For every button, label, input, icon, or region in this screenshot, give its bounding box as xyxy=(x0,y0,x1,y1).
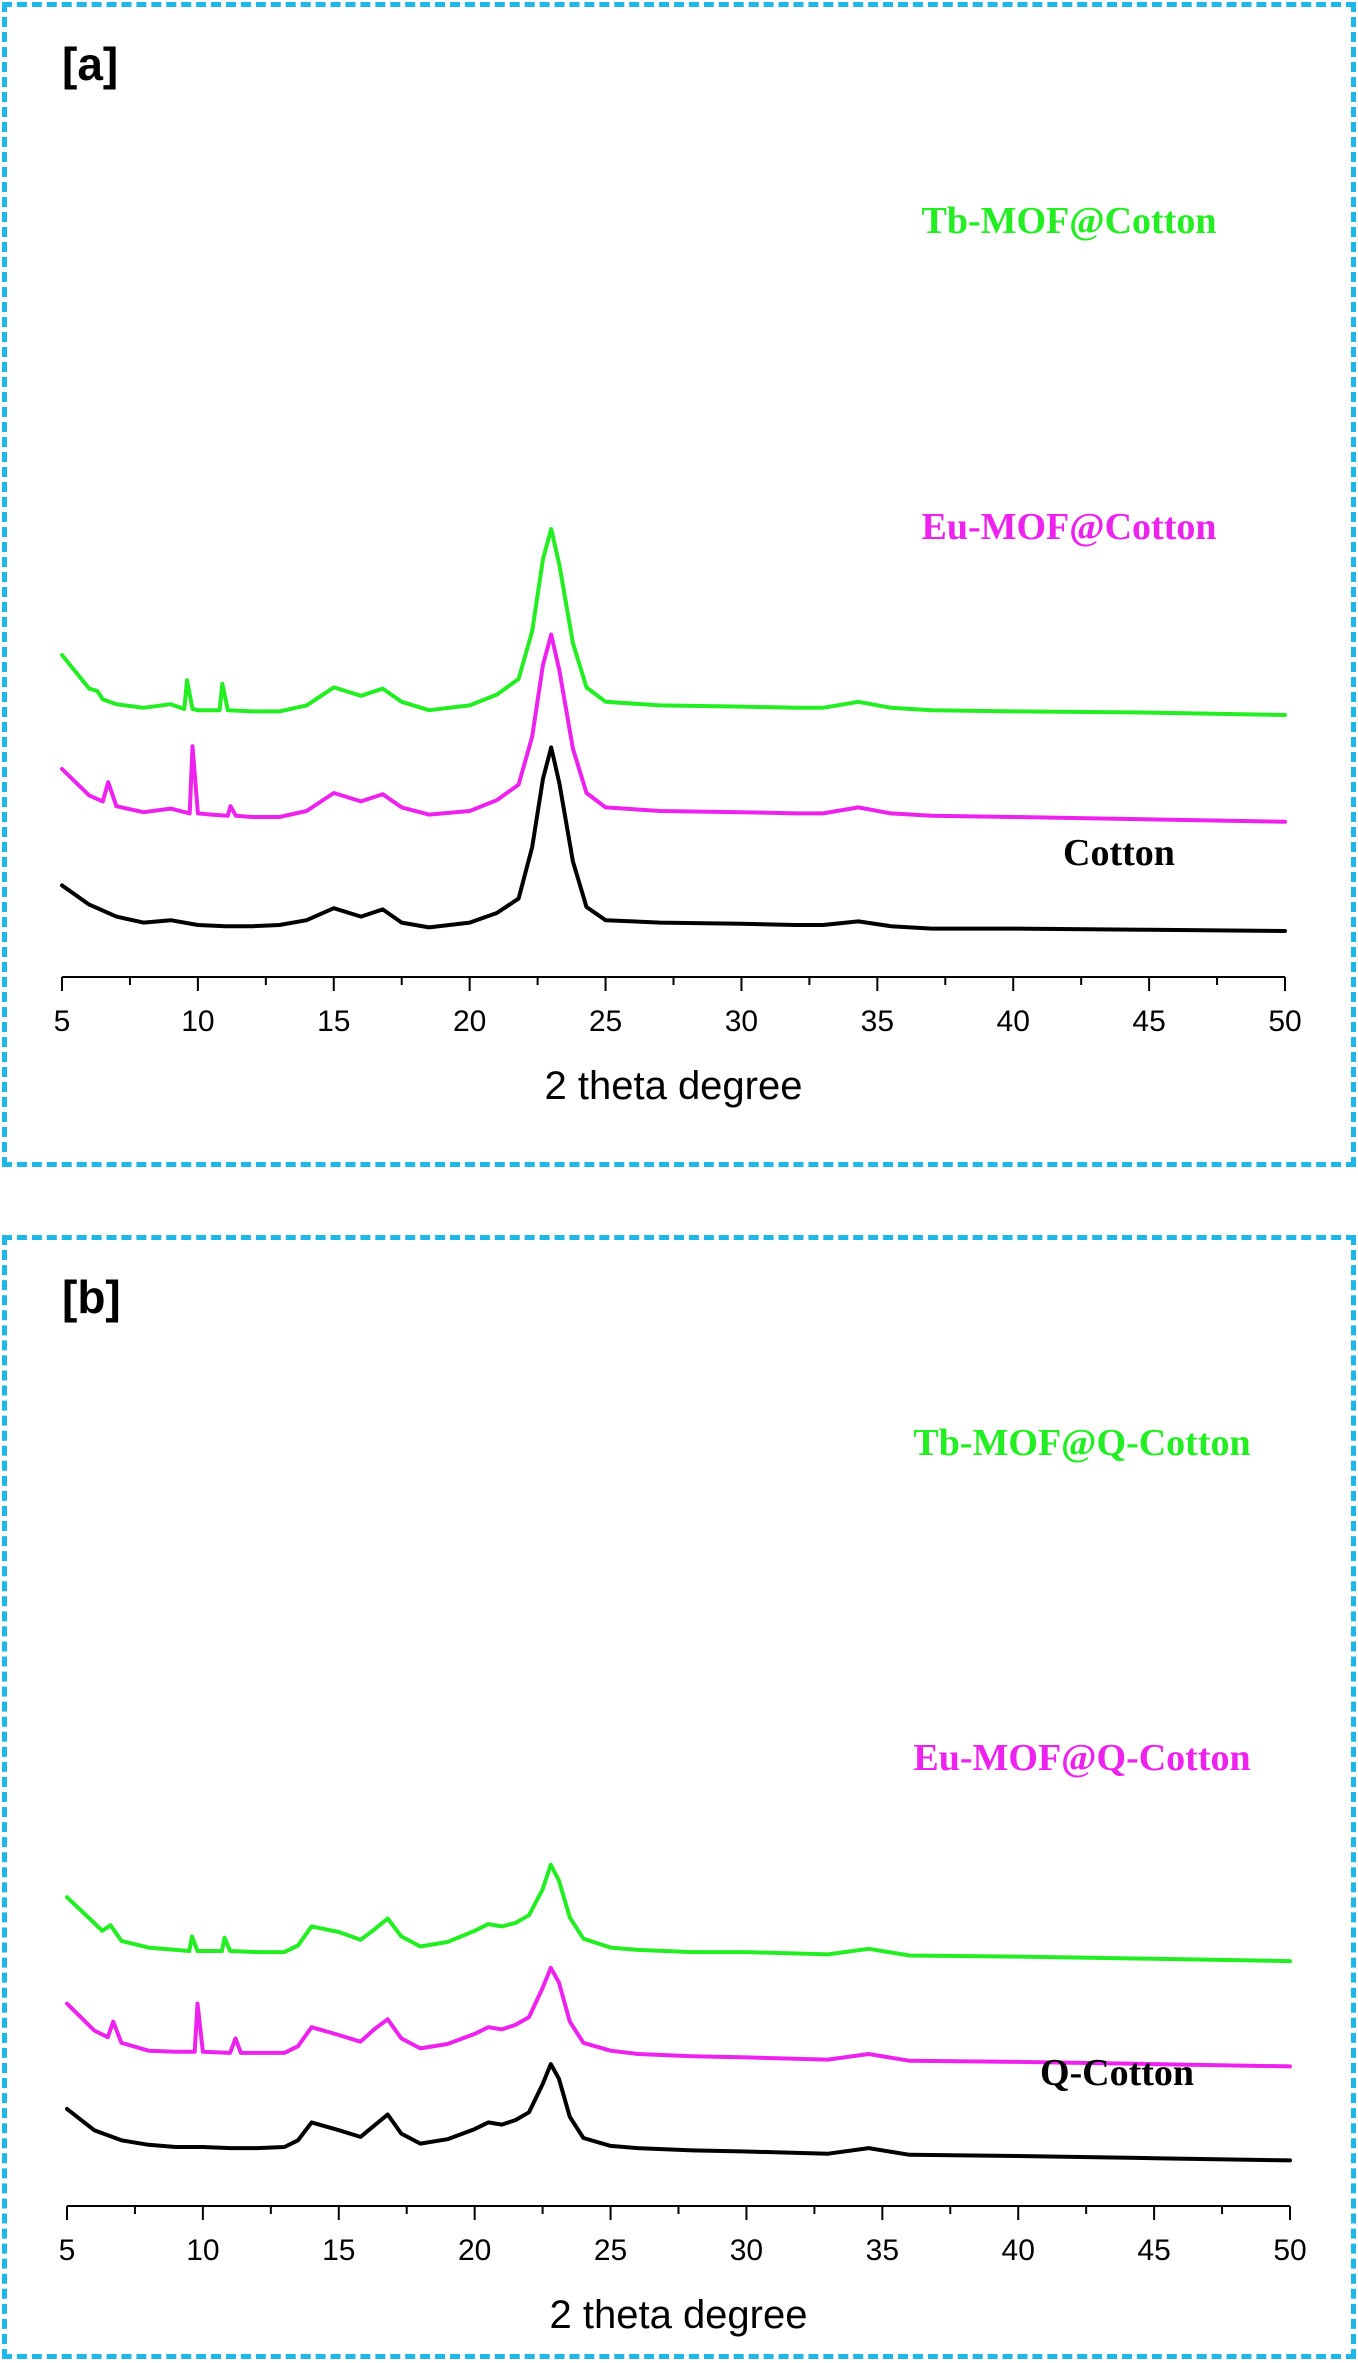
x-tick-label: 5 xyxy=(59,2234,76,2267)
x-tick-label: 50 xyxy=(1268,1005,1301,1038)
x-tick-label: 5 xyxy=(54,1005,71,1038)
x-tick-label: 35 xyxy=(866,2234,899,2267)
x-tick-label: 20 xyxy=(453,1005,486,1038)
panel-b-label: [b] xyxy=(62,1271,121,1323)
x-tick-label: 45 xyxy=(1137,2234,1170,2267)
panel-a-label: [a] xyxy=(62,38,119,90)
panel-b: [b] 5 10 15 20 25 30 35 40 45 50 2 theta degree Tb-… xyxy=(2,1235,1356,2359)
x-tick-label: 15 xyxy=(322,2234,355,2267)
series-label-tb-mof-cotton: Tb-MOF@Cotton xyxy=(921,200,1216,242)
series-line-tb-mof-cotton xyxy=(60,527,1287,717)
x-tick-label: 35 xyxy=(861,1005,894,1038)
x-axis-title: 2 theta degree xyxy=(545,1064,803,1108)
x-tick-label: 15 xyxy=(317,1005,350,1038)
x-tick-label: 30 xyxy=(725,1005,758,1038)
xrd-chart-a: 5 10 15 20 25 30 35 40 45 50 2 theta degree Tb-MOF@… xyxy=(54,200,1302,1108)
series-line-eu-mof-cotton xyxy=(60,632,1287,824)
x-tick-label: 50 xyxy=(1273,2234,1306,2267)
series-line-cotton xyxy=(60,745,1287,933)
x-tick-label: 25 xyxy=(589,1005,622,1038)
x-tick-label: 40 xyxy=(997,1005,1030,1038)
xrd-chart-b: 5 10 15 20 25 30 35 40 45 50 2 theta degree Tb-MOF@… xyxy=(59,1422,1307,2337)
series-label-cotton: Cotton xyxy=(1063,832,1175,874)
x-tick-label: 40 xyxy=(1002,2234,1035,2267)
series-label-eu-mof-cotton: Eu-MOF@Cotton xyxy=(921,506,1216,548)
x-tick-label: 45 xyxy=(1132,1005,1165,1038)
x-tick-label: 25 xyxy=(594,2234,627,2267)
series-line-eu-mof-q-cotton xyxy=(65,1965,1292,2069)
series-label-tb-mof-q-cotton: Tb-MOF@Q-Cotton xyxy=(913,1422,1250,1464)
series-line-q-cotton xyxy=(65,2062,1292,2163)
x-tick-label: 10 xyxy=(181,1005,214,1038)
series-line-tb-mof-q-cotton xyxy=(65,1862,1292,1964)
panel-a: [a] 5 10 15 20 25 30 35 40 45 50 2 theta degree Tb-… xyxy=(2,2,1356,1167)
x-tick-label: 30 xyxy=(730,2234,763,2267)
x-tick-label: 20 xyxy=(458,2234,491,2267)
series-label-eu-mof-q-cotton: Eu-MOF@Q-Cotton xyxy=(913,1737,1250,1779)
x-tick-label: 10 xyxy=(186,2234,219,2267)
series-label-q-cotton: Q-Cotton xyxy=(1040,2052,1194,2094)
x-axis-title: 2 theta degree xyxy=(550,2293,808,2337)
